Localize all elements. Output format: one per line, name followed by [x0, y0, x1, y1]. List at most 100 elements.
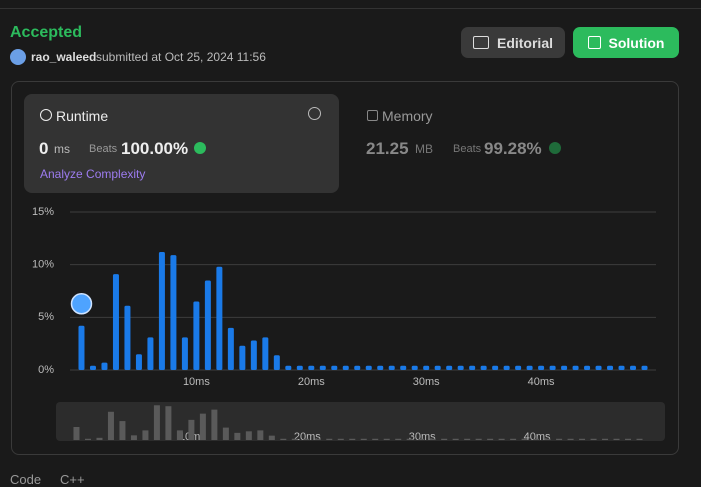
overview-bar — [372, 438, 379, 440]
overview-bar — [130, 435, 137, 440]
overview-bar — [544, 438, 551, 440]
username[interactable]: rao_waleed — [31, 50, 97, 64]
overview-bar — [521, 438, 528, 440]
bar — [331, 365, 338, 370]
overview-bar — [602, 438, 609, 440]
runtime-beats: 100.00% — [121, 139, 189, 158]
overview-bar — [418, 438, 425, 440]
bar — [630, 365, 637, 370]
bar — [239, 345, 246, 370]
language: C++ — [60, 472, 85, 487]
info-icon[interactable] — [308, 107, 321, 120]
overview-bar — [245, 431, 252, 440]
bar — [319, 365, 326, 370]
overview-bar — [222, 427, 229, 440]
bar — [147, 337, 154, 370]
bar — [515, 365, 522, 370]
overview-bar — [165, 406, 172, 440]
bar — [503, 365, 510, 370]
overview-bar — [107, 411, 114, 440]
bar — [181, 337, 188, 370]
clock-icon — [40, 109, 52, 121]
bar — [342, 365, 349, 370]
overview-bar — [360, 438, 367, 440]
overview-bar — [613, 438, 620, 440]
overview-bar — [395, 438, 402, 440]
analyze-complexity[interactable]: Analyze Complexity — [40, 167, 146, 181]
overview-bar — [268, 435, 275, 440]
overview-bar — [96, 437, 103, 440]
bar — [273, 355, 280, 370]
label: Editorial — [496, 34, 553, 51]
bar — [595, 365, 602, 370]
overview-bar — [142, 430, 149, 440]
runtime-title: Runtime — [56, 108, 109, 124]
bar — [480, 365, 487, 370]
overview-bar — [590, 438, 597, 440]
bar — [365, 365, 372, 370]
x-tick-label: 30ms — [413, 376, 440, 388]
avatar — [10, 49, 26, 65]
bar — [538, 365, 545, 370]
x-tick-label: 20ms — [298, 376, 325, 388]
label: Solution — [608, 34, 665, 51]
overview-bar — [119, 421, 126, 440]
bar — [296, 365, 303, 370]
y-tick-label: 15% — [32, 206, 54, 218]
overview-bar — [498, 438, 505, 440]
x-tick-label: 40ms — [528, 376, 555, 388]
overview-bar — [84, 438, 91, 440]
overview-bar — [291, 438, 298, 440]
overview-bar — [625, 438, 632, 440]
runtime-card[interactable] — [24, 94, 339, 193]
overview-bar — [475, 438, 482, 440]
clap-icon — [549, 142, 561, 154]
overview-bar — [280, 438, 287, 440]
editorial-button[interactable]: Editorial — [461, 27, 565, 58]
bar — [262, 337, 269, 370]
overview-bar — [406, 438, 413, 440]
overview-bar — [567, 438, 574, 440]
bar — [124, 305, 131, 370]
solution-button[interactable]: Solution — [573, 27, 679, 58]
bar — [457, 365, 464, 370]
status: Accepted — [10, 24, 83, 41]
memory-title: Memory — [382, 108, 433, 124]
overview-bar — [441, 438, 448, 440]
bar — [354, 365, 361, 370]
overview-bar — [533, 438, 540, 440]
bar — [411, 365, 418, 370]
code-label: Code — [10, 472, 42, 487]
bar — [434, 365, 441, 370]
overview-bar — [429, 438, 436, 440]
bar — [158, 252, 165, 370]
bar — [250, 340, 257, 370]
clap-icon — [194, 142, 206, 154]
divider — [0, 8, 701, 9]
overview-bar — [383, 438, 390, 440]
memory-unit: MB — [415, 142, 433, 156]
overview-bar — [636, 438, 643, 440]
submitted-at: submitted at Oct 25, 2024 11:56 — [96, 50, 266, 64]
overview-tick-label: 30ms — [409, 431, 436, 443]
bar — [561, 365, 568, 370]
overview-bar — [556, 438, 563, 440]
bar — [308, 365, 315, 370]
bar — [227, 327, 234, 370]
bar — [641, 365, 648, 370]
bar — [78, 325, 85, 370]
bar — [170, 255, 177, 370]
y-tick-label: 10% — [32, 259, 54, 271]
beats-label: Beats — [89, 143, 118, 155]
bar — [469, 365, 476, 370]
bar — [618, 365, 625, 370]
bar — [388, 365, 395, 370]
bar — [526, 365, 533, 370]
bar — [423, 365, 430, 370]
overview-bar — [234, 432, 241, 440]
overview-bar — [464, 438, 471, 440]
bar — [112, 274, 119, 370]
bar — [549, 365, 556, 370]
bar — [377, 365, 384, 370]
bar — [101, 362, 108, 370]
